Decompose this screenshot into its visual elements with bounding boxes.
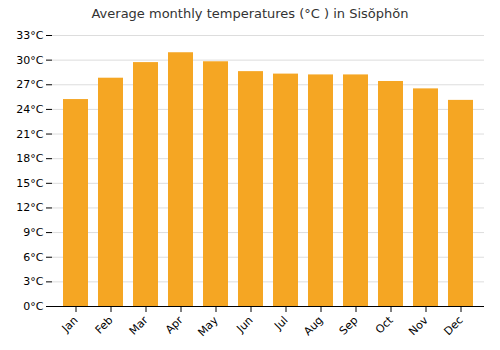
svg-text:27°C: 27°C	[16, 78, 43, 91]
svg-text:May: May	[195, 313, 221, 339]
svg-text:Jul: Jul	[271, 314, 290, 333]
svg-text:Feb: Feb	[93, 314, 116, 337]
svg-text:6°C: 6°C	[23, 251, 43, 264]
svg-text:12°C: 12°C	[16, 201, 43, 214]
svg-text:Dec: Dec	[441, 314, 465, 338]
svg-text:Aug: Aug	[301, 314, 325, 338]
svg-text:24°C: 24°C	[16, 103, 43, 116]
svg-text:Oct: Oct	[373, 313, 396, 336]
svg-text:30°C: 30°C	[16, 54, 43, 67]
svg-text:Mar: Mar	[127, 313, 151, 337]
svg-text:15°C: 15°C	[16, 177, 43, 190]
html-text:Average monthly temperatures (: Average monthly temperatures (°C ) in Si…	[91, 6, 409, 21]
svg-text:9°C: 9°C	[23, 226, 43, 239]
svg-text:Nov: Nov	[406, 313, 431, 338]
svg-text:0°C: 0°C	[23, 300, 43, 313]
svg-text:21°C: 21°C	[16, 128, 43, 141]
svg-text:Apr: Apr	[163, 313, 186, 336]
svg-text:Jan: Jan	[59, 314, 81, 336]
svg-text:3°C: 3°C	[23, 275, 43, 288]
svg-text:33°C: 33°C	[16, 29, 43, 42]
svg-text:Jun: Jun	[234, 314, 256, 336]
svg-text:18°C: 18°C	[16, 152, 43, 165]
svg-text:Sep: Sep	[337, 314, 361, 338]
